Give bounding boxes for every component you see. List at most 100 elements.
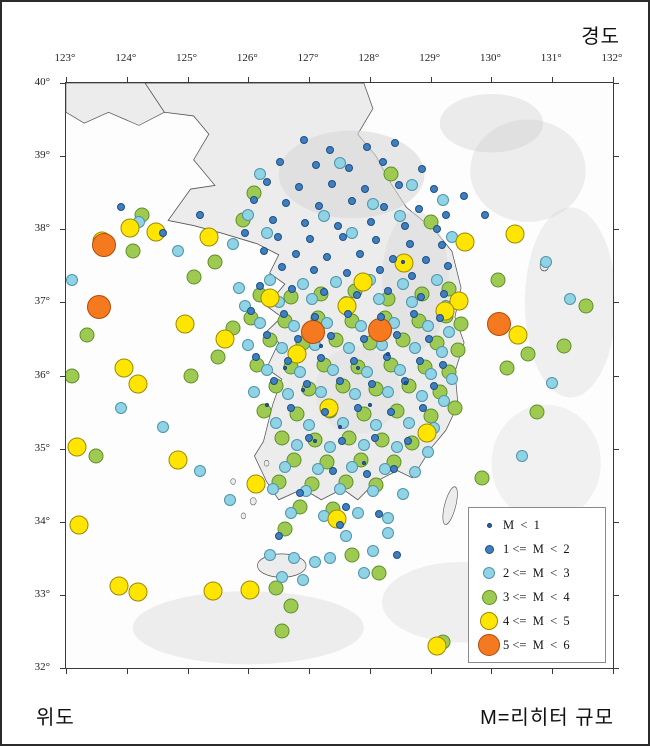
- earthquake-point: [345, 163, 354, 172]
- earthquake-point: [303, 419, 316, 432]
- earthquake-point: [427, 636, 447, 656]
- y-tick-mark: [614, 83, 619, 84]
- earthquake-point: [306, 235, 315, 244]
- earthquake-point: [207, 254, 223, 270]
- earthquake-point: [278, 460, 291, 473]
- earthquake-point: [394, 363, 407, 376]
- earthquake-point: [327, 363, 340, 376]
- earthquake-point: [397, 487, 410, 500]
- earthquake-point: [379, 157, 388, 166]
- earthquake-point: [250, 196, 259, 204]
- earthquake-point: [297, 574, 310, 587]
- magnitude-caption: M=리히터 규모: [480, 707, 614, 729]
- earthquake-point: [373, 292, 385, 305]
- y-tick-mark: [60, 668, 65, 669]
- x-tick-label: 129°: [419, 52, 441, 64]
- x-tick-mark: [66, 669, 67, 674]
- earthquake-point: [290, 438, 303, 451]
- earthquake-point: [116, 203, 125, 212]
- earthquake-point: [233, 281, 246, 294]
- y-tick-mark: [60, 302, 65, 304]
- y-tick-mark: [60, 594, 65, 596]
- x-tick-mark: [613, 77, 614, 82]
- earthquake-point: [393, 550, 402, 559]
- earthquake-point: [203, 581, 223, 601]
- earthquake-point: [486, 312, 511, 337]
- earthquake-point: [376, 313, 385, 321]
- earthquake-point: [421, 446, 434, 459]
- earthquake-point: [128, 582, 148, 602]
- earthquake-point: [564, 292, 577, 305]
- earthquake-point: [264, 402, 269, 407]
- earthquake-point: [342, 341, 355, 354]
- earthquake-point: [281, 387, 294, 400]
- earthquake-point: [368, 380, 377, 389]
- earthquake-point: [351, 506, 364, 519]
- legend-circle-icon: [475, 567, 503, 579]
- earthquake-point: [297, 278, 310, 291]
- legend-label: 1 <= M < 2: [503, 541, 570, 556]
- legend-row: 5 <= M < 6: [475, 633, 599, 657]
- earthquake-point: [578, 298, 594, 314]
- earthquake-point: [275, 157, 284, 166]
- x-tick-label: 124°: [115, 52, 137, 64]
- earthquake-point: [436, 314, 445, 323]
- earthquake-point: [254, 316, 267, 329]
- earthquake-point: [324, 441, 337, 454]
- x-tick-label: 126°: [236, 52, 258, 64]
- earthquake-point: [172, 245, 185, 258]
- earthquake-point: [342, 269, 351, 278]
- earthquake-point: [417, 423, 437, 443]
- earthquake-point: [546, 376, 559, 389]
- longitude-axis-title: 경도: [581, 26, 620, 48]
- y-tick-mark: [60, 448, 65, 450]
- earthquake-point: [455, 232, 475, 252]
- y-tick-label: 38°: [34, 222, 50, 235]
- earthquake-point: [309, 266, 318, 275]
- y-tick-mark: [614, 229, 619, 231]
- legend-circle-icon: [475, 522, 503, 528]
- earthquake-point: [384, 286, 393, 295]
- earthquake-point: [274, 532, 283, 541]
- earthquake-point: [371, 236, 380, 245]
- y-tick-label: 32°: [34, 661, 50, 673]
- earthquake-point: [401, 260, 406, 265]
- earthquake-point: [300, 136, 309, 145]
- y-tick-label: 33°: [34, 587, 50, 600]
- earthquake-point: [361, 185, 370, 194]
- legend-circle-icon: [475, 589, 503, 605]
- earthquake-point: [353, 404, 362, 413]
- earthquake-point: [120, 218, 140, 238]
- earthquake-point: [363, 470, 372, 479]
- y-tick-mark: [614, 302, 619, 304]
- earthquake-point: [319, 288, 328, 297]
- earthquake-point: [368, 318, 393, 343]
- x-tick-label: 130°: [479, 52, 501, 64]
- earthquake-point: [442, 325, 455, 338]
- earthquake-point: [335, 521, 344, 530]
- x-tick-label: 125°: [176, 52, 197, 64]
- earthquake-point: [284, 506, 297, 519]
- x-tick-mark: [248, 77, 250, 82]
- legend-row: 1 <= M < 2: [475, 537, 599, 561]
- earthquake-point: [195, 210, 204, 219]
- earthquake-point: [353, 272, 373, 292]
- earthquake-point: [418, 165, 427, 174]
- earthquake-point: [390, 465, 399, 474]
- x-tick-mark: [552, 77, 554, 82]
- earthquake-point: [421, 319, 434, 332]
- earthquake-point: [347, 197, 356, 206]
- earthquake-point: [282, 366, 287, 371]
- earthquake-point: [556, 338, 572, 354]
- earthquake-point: [266, 482, 279, 495]
- earthquake-point: [193, 464, 206, 477]
- earthquake-point: [409, 466, 422, 479]
- earthquake-point: [350, 356, 359, 365]
- earthquake-point: [199, 227, 219, 247]
- legend-circle-icon: [475, 544, 503, 554]
- earthquake-point: [344, 547, 360, 563]
- earthquake-point: [314, 201, 323, 210]
- earthquake-point: [312, 463, 325, 476]
- earthquake-point: [357, 566, 370, 579]
- earthquake-point: [382, 512, 395, 525]
